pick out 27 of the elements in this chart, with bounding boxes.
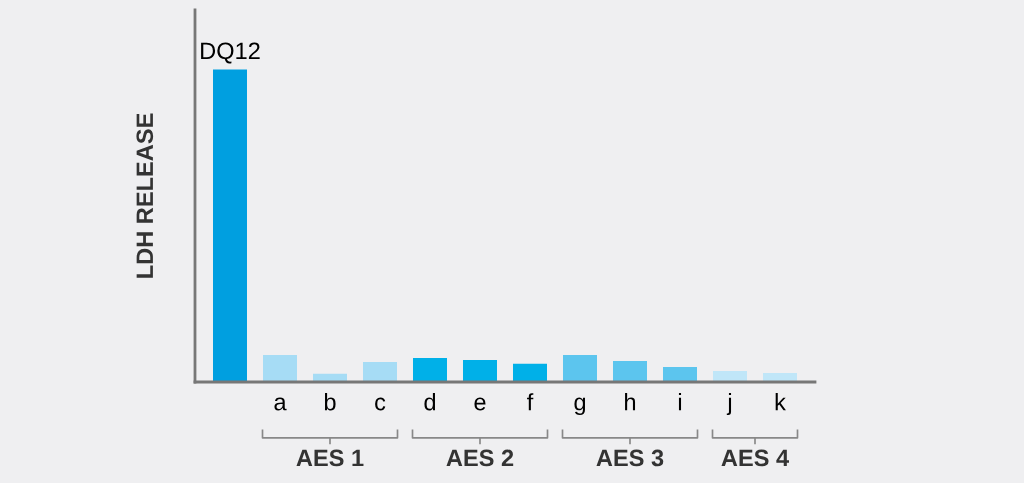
text: AES 2 xyxy=(446,449,514,467)
bar xyxy=(213,69,247,382)
bar xyxy=(713,371,747,382)
bar xyxy=(363,361,397,382)
x-tick-label: a xyxy=(274,397,287,411)
x-tick-label: d xyxy=(424,393,436,411)
text: AES 4 xyxy=(721,449,789,467)
x-tick-label: c xyxy=(375,397,386,411)
text: AES 3 xyxy=(596,449,664,467)
y-axis-title: LDH RELEASE xyxy=(136,113,154,278)
bar xyxy=(613,361,647,382)
x-tick-label: f xyxy=(527,393,534,411)
x-tick-label: b xyxy=(324,393,336,411)
x-tick-label: i xyxy=(678,393,682,411)
bar xyxy=(463,360,497,382)
bar xyxy=(513,363,547,382)
x-tick-label: g xyxy=(574,397,586,416)
x-tick-label: j xyxy=(726,393,732,416)
x-tick-label: e xyxy=(474,397,486,411)
text: AES 1 xyxy=(296,449,364,467)
bar xyxy=(263,355,297,382)
bar xyxy=(563,355,597,382)
x-tick-label: k xyxy=(775,393,786,411)
bar xyxy=(413,357,447,382)
annotation: DQ12 xyxy=(201,42,260,64)
bar xyxy=(663,366,697,382)
x-tick-label: h xyxy=(625,393,636,411)
